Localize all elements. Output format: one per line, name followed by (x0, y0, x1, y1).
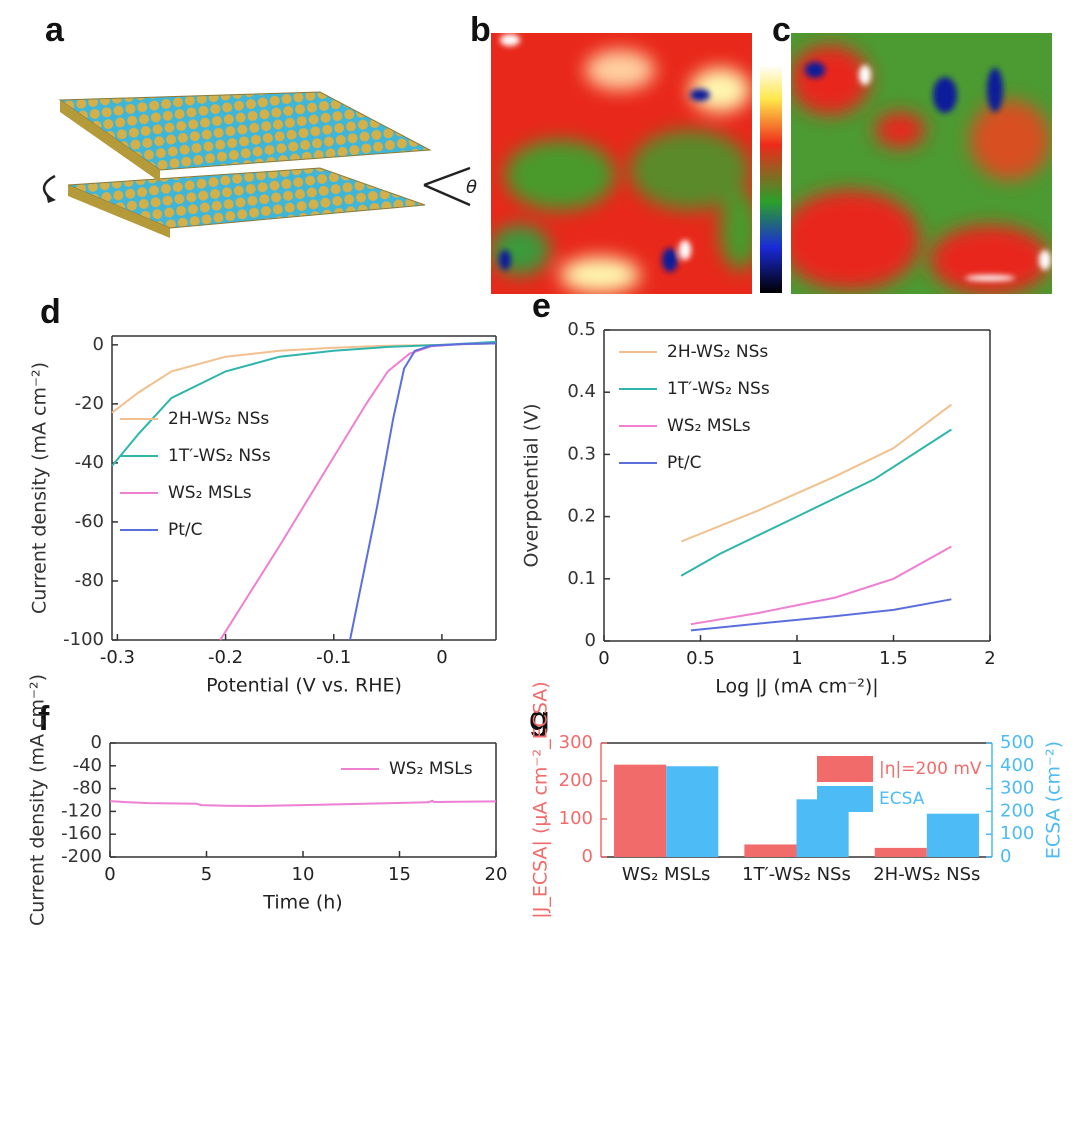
y-tick-label: 0.1 (567, 568, 596, 589)
panel-label: d (40, 293, 61, 331)
y-axis-label: Current density (mA cm⁻²) (27, 674, 49, 926)
y-tick-label: -200 (61, 846, 102, 867)
x-tick-label: WS₂ MSLs (622, 864, 711, 885)
legend-label: WS₂ MSLs (667, 416, 751, 436)
line (680, 428, 952, 577)
x-axis-label: Potential (V vs. RHE) (206, 675, 402, 697)
x-tick-label: 2 (984, 648, 995, 669)
y-tick-label: 0.2 (567, 506, 596, 527)
x-tick-label: 0.5 (686, 648, 715, 669)
legend-swatch (817, 786, 873, 812)
y-tick-label: -40 (75, 452, 104, 473)
y-tick-label: 0 (91, 732, 102, 753)
y-axis-label: |J_ECSA| (μA cm⁻²_ECSA) (530, 681, 552, 918)
line (109, 799, 497, 808)
x-tick-label: -0.3 (100, 647, 135, 668)
angle-label: θ (466, 177, 477, 198)
y-tick-label: -60 (75, 511, 104, 532)
x-tick-label: 1 (791, 648, 802, 669)
x-tick-label: 20 (485, 864, 508, 885)
x-tick-label: 10 (292, 864, 315, 885)
strain-map (791, 33, 1052, 294)
x-tick-label: 2H-WS₂ NSs (873, 864, 980, 885)
y-tick-label: 0.3 (567, 443, 596, 464)
color-bar (760, 65, 782, 293)
x-tick-label: 0 (598, 648, 609, 669)
y2-tick-label: 300 (1000, 778, 1034, 799)
panel-label: e (532, 287, 551, 325)
y-tick-label: 0.4 (567, 381, 596, 402)
x-tick-label: 15 (388, 864, 411, 885)
legend-label: 1T′-WS₂ NSs (168, 446, 271, 466)
y-tick-label: -100 (63, 629, 104, 650)
legend-label: Pt/C (667, 453, 702, 473)
bar (926, 813, 979, 857)
y-tick-label: -80 (75, 570, 104, 591)
x-tick-label: -0.1 (316, 647, 351, 668)
line (680, 403, 953, 543)
legend-label: Pt/C (168, 520, 203, 540)
line (111, 340, 497, 467)
y-tick-label: -160 (61, 823, 102, 844)
y-tick-label: 300 (559, 732, 593, 753)
panel-label: a (45, 11, 65, 49)
y-tick-label: 0 (93, 334, 104, 355)
y-tick-label: 0 (585, 630, 596, 651)
bilayer-illustration (42, 91, 471, 238)
x-tick-label: -0.2 (208, 647, 243, 668)
x-tick-label: 1T′-WS₂ NSs (742, 864, 851, 885)
y2-axis-label: ECSA (cm⁻²) (1043, 741, 1065, 859)
y-tick-label: -20 (75, 393, 104, 414)
legend-label: ECSA (879, 789, 925, 809)
x-axis-label: Time (h) (262, 892, 342, 914)
panel-label: g (529, 700, 550, 738)
line (349, 342, 497, 641)
y2-tick-label: 400 (1000, 755, 1034, 776)
bar (874, 847, 927, 857)
y-tick-label: -120 (61, 800, 102, 821)
x-tick-label: 5 (201, 864, 212, 885)
y-tick-label: 0.5 (567, 319, 596, 340)
bar (666, 766, 719, 857)
bar (744, 844, 797, 857)
y-tick-label: 100 (559, 808, 593, 829)
legend-label: 2H-WS₂ NSs (168, 409, 269, 429)
x-tick-label: 0 (436, 647, 447, 668)
line (690, 598, 952, 632)
line (690, 545, 952, 626)
y2-tick-label: 200 (1000, 800, 1034, 821)
legend-label: WS₂ MSLs (389, 759, 473, 779)
bar (614, 764, 667, 857)
x-axis-label: Log |J (mA cm⁻²)| (715, 676, 878, 698)
y2-tick-label: 500 (1000, 732, 1034, 753)
panel-label: c (772, 11, 791, 49)
y-tick-label: 0 (582, 846, 593, 867)
legend-label: WS₂ MSLs (168, 483, 252, 503)
x-tick-label: 1.5 (879, 648, 908, 669)
y-axis-label: Overpotential (V) (521, 403, 543, 567)
y-tick-label: -80 (73, 778, 102, 799)
y2-tick-label: 100 (1000, 823, 1034, 844)
panel-label: f (38, 700, 50, 738)
strain-map (491, 33, 752, 294)
legend-swatch (817, 756, 873, 782)
legend-label: |η|=200 mV (879, 759, 982, 779)
y-tick-label: -40 (73, 755, 102, 776)
legend-label: 1T′-WS₂ NSs (667, 379, 770, 399)
panel-label: b (470, 11, 491, 49)
legend-label: 2H-WS₂ NSs (667, 342, 768, 362)
y-tick-label: 200 (559, 770, 593, 791)
x-tick-label: 0 (104, 864, 115, 885)
y2-tick-label: 0 (1000, 846, 1011, 867)
y-axis-label: Current density (mA cm⁻²) (29, 362, 51, 614)
